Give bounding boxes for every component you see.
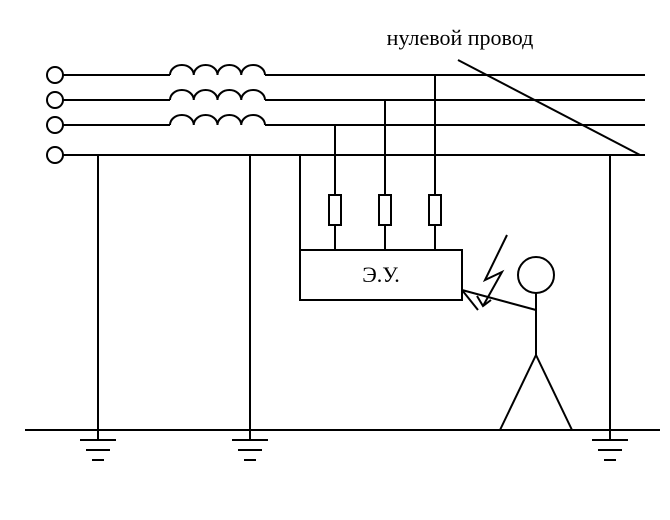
terminal-3: [47, 147, 63, 163]
terminal-0: [47, 67, 63, 83]
terminal-2: [47, 117, 63, 133]
fuse-1: [379, 195, 391, 225]
fuse-2: [429, 195, 441, 225]
fuse-0: [329, 195, 341, 225]
circuit-diagram: нулевой провод Э.У.: [0, 0, 670, 520]
terminal-1: [47, 92, 63, 108]
device-label: Э.У.: [362, 262, 400, 287]
neutral-wire-label: нулевой провод: [387, 25, 534, 50]
